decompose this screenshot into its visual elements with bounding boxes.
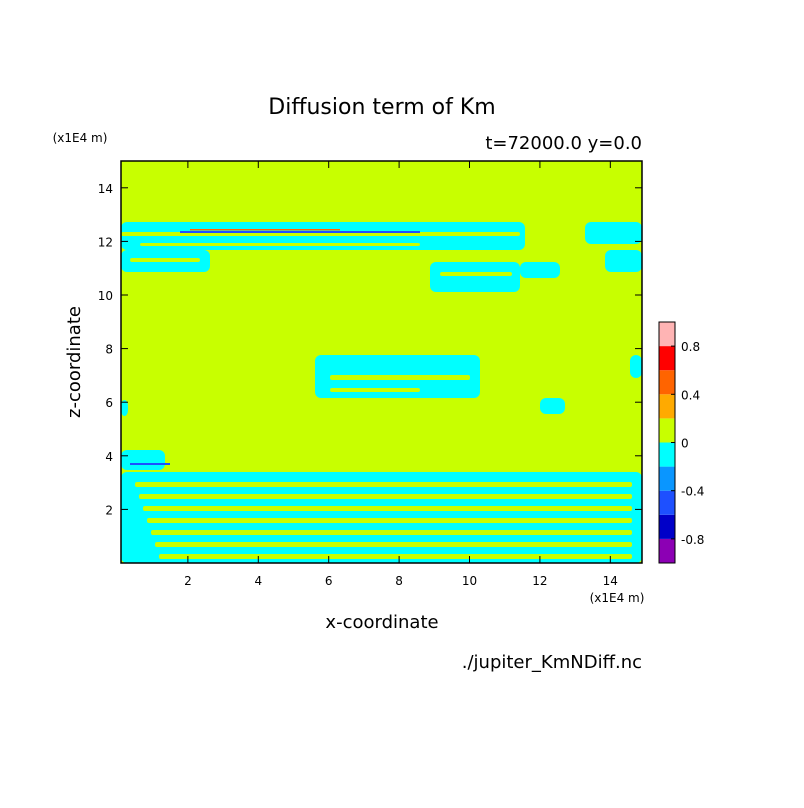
colorbar-tick-label: 0.8 xyxy=(681,340,700,354)
contour-region xyxy=(605,250,642,272)
x-tick-label: 2 xyxy=(184,574,192,588)
chart-title: Diffusion term of Km xyxy=(268,95,495,120)
y-tick-label: 4 xyxy=(105,450,113,464)
contour-gap xyxy=(159,554,632,559)
contour-gap xyxy=(130,258,200,262)
x-tick-label: 4 xyxy=(254,574,262,588)
x-tick-label: 10 xyxy=(462,574,477,588)
contour-gap xyxy=(143,506,632,511)
y-axis-label: z-coordinate xyxy=(64,306,85,418)
x-tick-label: 6 xyxy=(325,574,333,588)
contour-region xyxy=(585,222,642,244)
contour-region xyxy=(430,262,520,292)
x-axis-label: x-coordinate xyxy=(325,612,438,633)
colorbar-cell xyxy=(659,322,675,347)
colorbar-tick-label: -0.8 xyxy=(681,533,704,547)
x-tick-label: 12 xyxy=(532,574,547,588)
contour-min xyxy=(180,231,420,233)
contour-region xyxy=(630,355,642,378)
contour-gap xyxy=(140,243,420,246)
contour-gap xyxy=(135,482,632,487)
contour-gap xyxy=(147,518,632,523)
contour-gap xyxy=(155,542,632,547)
y-tick-label: 6 xyxy=(105,396,113,410)
contour-region xyxy=(121,450,165,470)
colorbar-cell xyxy=(659,466,675,491)
colorbar-cell xyxy=(659,346,675,371)
colorbar-cell xyxy=(659,514,675,539)
contour-gap xyxy=(440,272,512,276)
source-label: ./jupiter_KmNDiff.nc xyxy=(462,652,642,673)
y-tick-label: 8 xyxy=(105,343,113,357)
colorbar-cell xyxy=(659,370,675,395)
contour-gap xyxy=(151,530,632,535)
colorbar-cell xyxy=(659,442,675,467)
contour-gap xyxy=(330,375,470,380)
contour-min xyxy=(130,463,170,465)
colorbar-cell xyxy=(659,418,675,443)
colorbar-cell xyxy=(659,538,675,563)
x-tick-label: 8 xyxy=(395,574,403,588)
x-tick-label: 14 xyxy=(603,574,618,588)
contour-gap xyxy=(139,494,632,499)
colorbar-cell xyxy=(659,394,675,419)
contour-field xyxy=(121,161,642,563)
x-unit: (x1E4 m) xyxy=(590,591,645,605)
contour-gap xyxy=(330,388,420,392)
y-tick-label: 2 xyxy=(105,503,113,517)
y-tick-label: 14 xyxy=(98,182,113,196)
subtitle: t=72000.0 y=0.0 xyxy=(485,133,642,154)
colorbar-cell xyxy=(659,490,675,515)
colorbar-tick-label: 0 xyxy=(681,437,689,451)
contour-max xyxy=(190,229,340,231)
colorbar-tick-label: 0.4 xyxy=(681,388,700,402)
y-unit: (x1E4 m) xyxy=(53,131,108,145)
y-tick-label: 10 xyxy=(98,289,113,303)
colorbar-tick-label: -0.4 xyxy=(681,485,704,499)
contour-region xyxy=(121,400,128,416)
contour-region xyxy=(520,262,560,278)
plot-frame xyxy=(120,160,643,564)
y-tick-label: 12 xyxy=(98,235,113,249)
contour-region xyxy=(540,398,565,414)
